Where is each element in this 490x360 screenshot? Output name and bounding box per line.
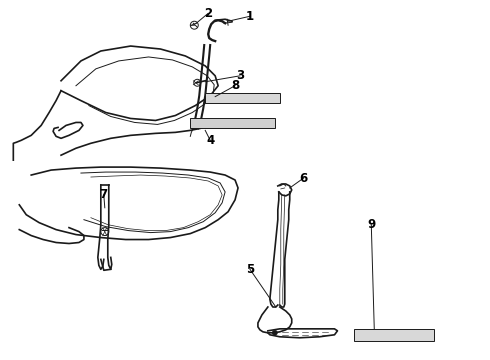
Circle shape	[272, 330, 277, 335]
Bar	[190, 118, 275, 129]
Text: 5: 5	[246, 263, 254, 276]
Text: 4: 4	[206, 134, 214, 147]
Bar	[205, 93, 280, 103]
Text: 9: 9	[367, 218, 375, 231]
Text: 6: 6	[299, 171, 308, 185]
Text: 1: 1	[246, 10, 254, 23]
Text: 2: 2	[204, 7, 212, 20]
Text: 8: 8	[231, 79, 239, 92]
Text: 3: 3	[236, 69, 244, 82]
Text: 7: 7	[100, 188, 108, 201]
Bar	[354, 329, 434, 341]
